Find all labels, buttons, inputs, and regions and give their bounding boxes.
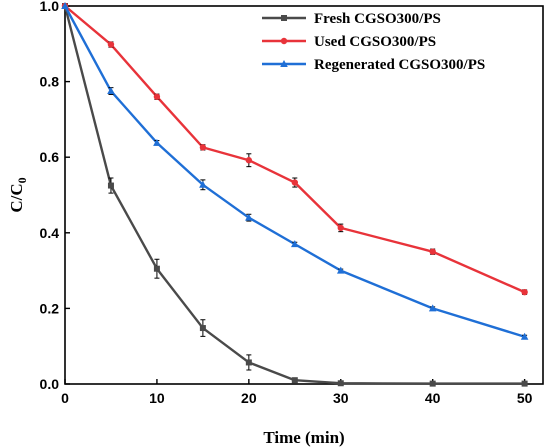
- circle-marker: [107, 41, 115, 48]
- y-tick-label: 1.0: [40, 0, 60, 14]
- legend-label: Used CGSO300/PS: [314, 34, 436, 50]
- plot-frame: [64, 5, 544, 385]
- y-axis-title: C/C0: [7, 177, 29, 212]
- circle-marker: [429, 248, 436, 255]
- triangle-marker: [245, 213, 253, 221]
- circle-marker: [521, 288, 528, 296]
- y-tick-label: 0.2: [40, 300, 60, 316]
- circle-marker: [337, 224, 344, 232]
- square-marker: [153, 265, 160, 272]
- y-tick-label: 0.6: [40, 149, 60, 165]
- series-line: [63, 5, 525, 338]
- y-tick-label: 0.4: [40, 225, 60, 241]
- y-axis-title-main: C/C: [7, 183, 26, 212]
- legend-label: Regenerated CGSO300/PS: [314, 57, 485, 73]
- square-marker: [337, 380, 344, 387]
- x-tick-label: 10: [149, 390, 165, 406]
- triangle-marker: [199, 180, 207, 188]
- series-layer: [61, 2, 529, 387]
- circle-marker: [199, 144, 207, 151]
- x-axis-title: Time (min): [263, 428, 344, 447]
- triangle-marker: [291, 240, 299, 248]
- square-marker: [281, 15, 287, 21]
- circle-marker: [153, 93, 161, 100]
- triangle-marker: [336, 266, 345, 274]
- triangle-marker: [153, 138, 161, 146]
- triangle-marker: [520, 332, 529, 340]
- triangle-marker: [61, 2, 69, 9]
- y-tick-label: 0.8: [40, 74, 60, 90]
- y-tick-label: 0.0: [40, 376, 60, 392]
- triangle-marker: [107, 87, 115, 95]
- y-axis-title-subscript: 0: [15, 177, 29, 183]
- square-marker: [521, 380, 528, 387]
- square-marker: [291, 377, 298, 384]
- x-tick-label: 0: [61, 390, 69, 406]
- square-marker: [245, 359, 252, 366]
- x-tick-label: 50: [517, 390, 533, 406]
- legend-label: Fresh CGSO300/PS: [314, 11, 441, 27]
- triangle-marker: [428, 304, 437, 312]
- axis-ticks: 0 10 20 30 40 50 0.0 0.2 0.4 0.6 0.8 1.0: [40, 0, 533, 406]
- series-group: [61, 2, 529, 340]
- square-marker: [429, 380, 436, 387]
- series-line: [64, 5, 526, 294]
- square-marker: [107, 182, 114, 189]
- series-group: [61, 2, 528, 296]
- square-marker: [199, 325, 206, 332]
- circle-marker: [245, 157, 253, 164]
- circle-marker: [291, 179, 299, 186]
- x-tick-label: 30: [333, 390, 349, 406]
- triangle-marker: [280, 60, 288, 67]
- legend: Fresh CGSO300/PS Used CGSO300/PS Regenerat…: [262, 11, 485, 73]
- circle-marker: [280, 37, 288, 45]
- x-tick-label: 40: [425, 390, 441, 406]
- series-group: [62, 3, 528, 387]
- x-tick-label: 20: [241, 390, 257, 406]
